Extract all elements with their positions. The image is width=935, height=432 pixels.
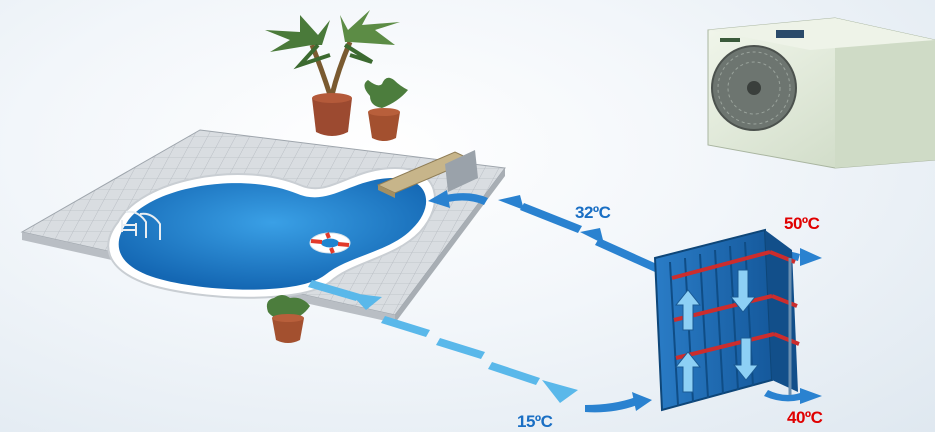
potted-plant-icon [364,77,408,141]
temp-label-pool-out: 15ºC [517,412,553,431]
life-ring-icon [309,232,351,254]
temp-label-hot-out: 40ºC [787,408,823,427]
pool [107,166,436,299]
potted-plant-icon [266,295,310,343]
palm-tree-icon [265,10,400,136]
inlet-arrow [585,392,652,413]
pool-ladder-icon [121,210,161,240]
return-arrows [428,190,659,272]
heat-exchanger-icon [653,228,800,412]
temp-label-pool-return: 32ºC [575,203,611,222]
diving-board-icon [376,150,478,198]
heat-pump-icon [707,17,935,169]
flow-arrows [308,280,578,403]
temp-label-hot-in: 50ºC [784,214,820,233]
